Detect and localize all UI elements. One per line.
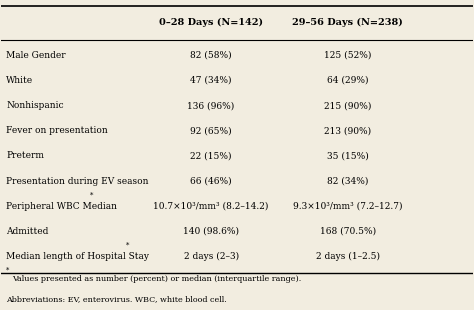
Text: 47 (34%): 47 (34%) <box>191 76 232 85</box>
Text: 2 days (2–3): 2 days (2–3) <box>183 252 238 261</box>
Text: 35 (15%): 35 (15%) <box>327 151 369 160</box>
Text: Fever on presentation: Fever on presentation <box>6 126 108 135</box>
Text: Abbreviations: EV, enterovirus. WBC, white blood cell.: Abbreviations: EV, enterovirus. WBC, whi… <box>6 295 227 303</box>
Text: 82 (34%): 82 (34%) <box>327 177 368 186</box>
Text: 215 (90%): 215 (90%) <box>324 101 372 110</box>
Text: White: White <box>6 76 33 85</box>
Text: 213 (90%): 213 (90%) <box>324 126 371 135</box>
Text: 9.3×10³/mm³ (7.2–12.7): 9.3×10³/mm³ (7.2–12.7) <box>293 202 402 211</box>
Text: *: * <box>126 242 129 250</box>
Text: 66 (46%): 66 (46%) <box>190 177 232 186</box>
Text: 168 (70.5%): 168 (70.5%) <box>319 227 376 236</box>
Text: Values presented as number (percent) or median (interquartile range).: Values presented as number (percent) or … <box>12 275 301 283</box>
Text: Median length of Hospital Stay: Median length of Hospital Stay <box>6 252 149 261</box>
Text: 140 (98.6%): 140 (98.6%) <box>183 227 239 236</box>
Text: 29–56 Days (N=238): 29–56 Days (N=238) <box>292 18 403 28</box>
Text: 82 (58%): 82 (58%) <box>190 51 232 60</box>
Text: 10.7×10³/mm³ (8.2–14.2): 10.7×10³/mm³ (8.2–14.2) <box>154 202 269 211</box>
Text: Presentation during EV season: Presentation during EV season <box>6 177 149 186</box>
Text: Nonhispanic: Nonhispanic <box>6 101 64 110</box>
Text: *: * <box>6 267 9 275</box>
Text: 2 days (1–2.5): 2 days (1–2.5) <box>316 252 380 261</box>
Text: *: * <box>90 192 93 200</box>
Text: 22 (15%): 22 (15%) <box>191 151 232 160</box>
Text: 136 (96%): 136 (96%) <box>187 101 235 110</box>
Text: Male Gender: Male Gender <box>6 51 66 60</box>
Text: Admitted: Admitted <box>6 227 48 236</box>
Text: Preterm: Preterm <box>6 151 44 160</box>
Text: Peripheral WBC Median: Peripheral WBC Median <box>6 202 117 211</box>
Text: 0–28 Days (N=142): 0–28 Days (N=142) <box>159 18 263 28</box>
Text: 125 (52%): 125 (52%) <box>324 51 372 60</box>
Text: 64 (29%): 64 (29%) <box>327 76 368 85</box>
Text: 92 (65%): 92 (65%) <box>190 126 232 135</box>
